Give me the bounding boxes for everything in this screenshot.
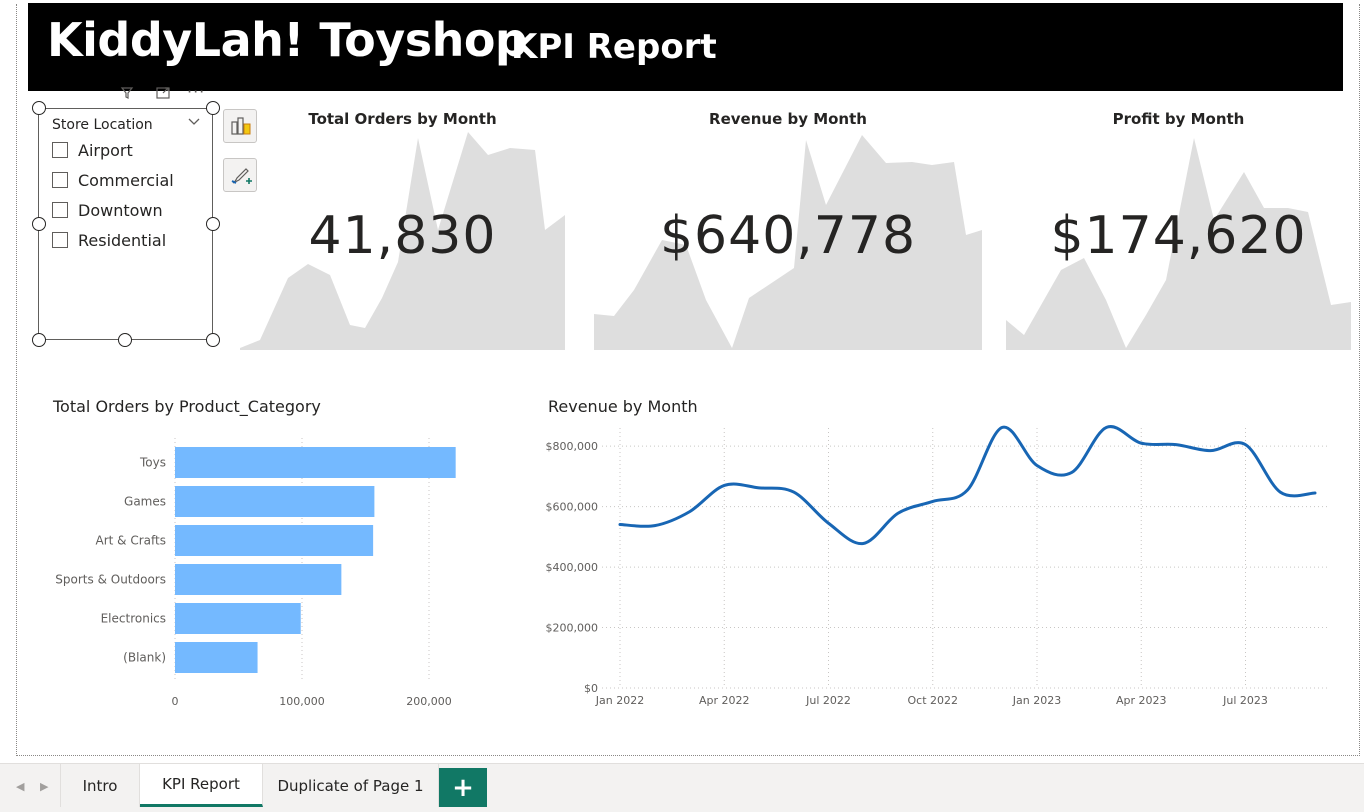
resize-handle[interactable] [206, 101, 220, 115]
chart-title: Total Orders by Product_Category [53, 397, 321, 416]
chevron-down-icon[interactable] [188, 115, 200, 129]
checkbox[interactable] [52, 142, 68, 158]
build-visual-button[interactable] [223, 109, 257, 143]
category-label: Sports & Outdoors [55, 573, 166, 587]
category-label: (Blank) [123, 651, 166, 665]
tab-duplicate-of-page-1[interactable]: Duplicate of Page 1 [263, 764, 439, 807]
resize-handle[interactable] [32, 217, 46, 231]
resize-handle[interactable] [32, 333, 46, 347]
x-tick-label: 200,000 [406, 695, 452, 708]
slicer-item-downtown[interactable]: Downtown [52, 199, 163, 221]
x-tick-label: Jul 2022 [805, 694, 851, 707]
bar[interactable] [175, 486, 375, 517]
chevron-left-icon[interactable]: ◀ [16, 780, 25, 793]
slicer-item-commercial[interactable]: Commercial [52, 169, 174, 191]
plus-icon: + [452, 772, 474, 803]
category-label: Art & Crafts [96, 534, 166, 548]
report-title: KiddyLah! Toyshop [47, 13, 528, 67]
focus-mode-icon[interactable] [155, 86, 171, 104]
x-tick-label: Jan 2022 [595, 694, 644, 707]
resize-handle[interactable] [118, 333, 132, 347]
filter-icon[interactable] [120, 86, 134, 104]
resize-handle[interactable] [206, 333, 220, 347]
y-tick-label: $0 [584, 682, 598, 695]
report-subtitle: KPI Report [511, 27, 717, 67]
checkbox[interactable] [52, 232, 68, 248]
y-tick-label: $200,000 [546, 622, 599, 635]
slicer-item-label: Downtown [78, 200, 163, 220]
sparkline-area [594, 135, 982, 350]
report-page [16, 4, 1360, 756]
slicer-item-residential[interactable]: Residential [52, 229, 166, 251]
category-label: Games [124, 495, 166, 509]
x-tick-label: Jul 2023 [1222, 694, 1268, 707]
x-tick-label: 100,000 [279, 695, 325, 708]
kpi-card-profit[interactable]: Profit by Month $174,620 [1006, 110, 1351, 350]
bar-chart: 0 100,000 200,000 Toys Games Art & Crafts Spor… [55, 438, 456, 708]
x-tick-label: Oct 2022 [907, 694, 958, 707]
kpi-card-revenue[interactable]: Revenue by Month $640,778 [594, 110, 982, 350]
y-tick-label: $600,000 [546, 501, 599, 514]
chart-title: Revenue by Month [548, 397, 698, 416]
kpi-card-total-orders[interactable]: Total Orders by Month 41,830 [240, 110, 565, 350]
slicer-title: Store Location [52, 117, 153, 133]
bar[interactable] [175, 642, 258, 673]
more-options-icon[interactable]: ··· [187, 82, 206, 101]
kpi-title: Profit by Month [1112, 110, 1245, 128]
tab-kpi-report[interactable]: KPI Report [140, 764, 263, 807]
store-location-slicer[interactable]: Store Location Airport Commercial Downto… [38, 108, 213, 340]
build-visual-icon [224, 117, 258, 148]
slicer-item-label: Residential [78, 230, 167, 250]
x-tick-label: 0 [172, 695, 179, 708]
x-tick-label: Apr 2022 [699, 694, 750, 707]
kpi-title: Total Orders by Month [308, 110, 497, 128]
category-label: Toys [139, 456, 166, 470]
tab-label: KPI Report [162, 775, 240, 793]
slicer-item-label: Commercial [78, 170, 174, 190]
slicer-item-label: Airport [78, 140, 133, 160]
kpi-title: Revenue by Month [709, 110, 867, 128]
report-header: KiddyLah! Toyshop KPI Report [28, 3, 1343, 91]
tab-label: Intro [82, 776, 118, 795]
page-tab-bar: ◀ ▶ Intro KPI Report Duplicate of Page 1… [0, 763, 1364, 812]
format-visual-icon [224, 168, 258, 197]
line-chart: $0 $200,000 $400,000 $600,000 $800,000 Jan 20… [546, 425, 1328, 707]
bar[interactable] [175, 447, 456, 478]
sparkline-area [1006, 138, 1351, 350]
checkbox[interactable] [52, 172, 68, 188]
category-label: Electronics [101, 612, 166, 626]
bar[interactable] [175, 564, 342, 595]
y-tick-label: $400,000 [546, 561, 599, 574]
x-tick-label: Jan 2023 [1012, 694, 1061, 707]
tab-label: Duplicate of Page 1 [277, 776, 424, 795]
tab-intro[interactable]: Intro [60, 764, 140, 807]
resize-handle[interactable] [32, 101, 46, 115]
kpi-value: $640,778 [659, 206, 917, 266]
resize-handle[interactable] [206, 217, 220, 231]
chevron-right-icon[interactable]: ▶ [40, 780, 49, 793]
slicer-item-airport[interactable]: Airport [52, 139, 133, 161]
y-tick-label: $800,000 [546, 440, 599, 453]
checkbox[interactable] [52, 202, 68, 218]
format-visual-button[interactable] [223, 158, 257, 192]
x-tick-label: Apr 2023 [1116, 694, 1167, 707]
kpi-value: $174,620 [1050, 206, 1307, 266]
kpi-value: 41,830 [308, 206, 497, 266]
add-page-button[interactable]: + [439, 768, 487, 807]
sparkline-area [240, 132, 565, 350]
bar[interactable] [175, 525, 374, 556]
bar[interactable] [175, 603, 301, 634]
